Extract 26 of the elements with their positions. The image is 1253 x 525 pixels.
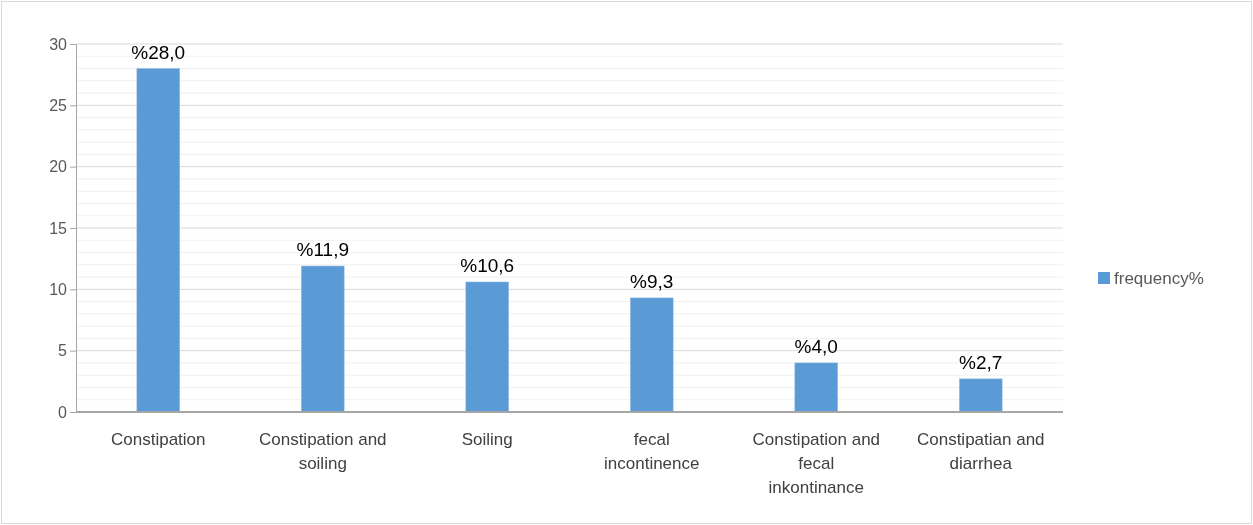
bar xyxy=(794,362,838,413)
bar xyxy=(959,378,1003,413)
y-tick-label: 10 xyxy=(49,280,68,298)
x-tick-label: Constipation xyxy=(110,430,206,449)
bar xyxy=(630,297,674,413)
y-tick-label: 30 xyxy=(49,35,68,53)
x-tick-label: Constipatian and diarrhea xyxy=(916,430,1045,473)
bar xyxy=(301,265,345,413)
y-tick-label: 0 xyxy=(58,403,68,421)
x-tick-label: Soiling xyxy=(461,430,513,449)
data-label: %10,6 xyxy=(460,254,515,276)
legend-label: frequency% xyxy=(1114,269,1204,288)
y-tick-label: 5 xyxy=(58,342,68,360)
data-label: %28,0 xyxy=(131,41,186,63)
data-label: %2,7 xyxy=(959,351,1003,373)
bar xyxy=(136,68,180,413)
bar xyxy=(465,281,509,413)
y-tick-label: 20 xyxy=(49,158,68,176)
data-label: %9,3 xyxy=(630,270,674,292)
x-tick-label: fecal incontinence xyxy=(604,430,700,473)
data-label: %11,9 xyxy=(296,239,349,261)
y-tick-label: 15 xyxy=(49,219,68,237)
y-tick-label: 25 xyxy=(49,96,68,114)
data-label: %4,0 xyxy=(794,335,838,357)
x-tick-label: Constipation and soiling xyxy=(258,430,387,473)
x-tick-label: Constipation and fecal inkontinance xyxy=(752,430,881,497)
